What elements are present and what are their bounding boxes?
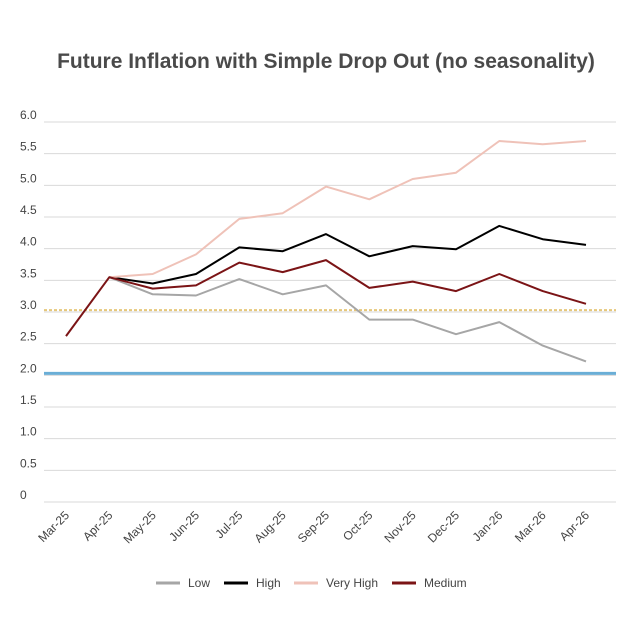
y-tick-label: 2.0 [20,361,37,375]
y-tick-label: 6.0 [20,108,37,122]
y-tick-label: 5.0 [20,171,37,185]
y-tick-label: 2.5 [20,330,37,344]
chart-title: Future Inflation with Simple Drop Out (n… [57,50,595,73]
y-tick-label: 0 [20,488,27,502]
reference-lines [44,309,616,375]
x-tick-label: Nov-25 [382,508,419,545]
grid-layer [44,121,616,503]
series-line-high [109,224,587,285]
x-tick-label: Mar-26 [512,508,549,545]
y-tick-label: 3.0 [20,298,37,312]
x-tick-label: Aug-25 [252,508,289,545]
x-axis-ticks: Mar-25 Apr-25 May-25 Jun-25 Jul-25 Aug-25 Sep-… [35,508,592,546]
y-tick-label: 5.5 [20,140,37,154]
x-tick-label: Apr-26 [557,508,593,544]
x-tick-label: Apr-25 [80,508,116,544]
y-tick-label: 1.5 [20,393,37,407]
legend-label: High [256,576,281,590]
series-line-very-high [109,140,587,279]
x-tick-label: Mar-25 [35,508,72,545]
y-tick-label: 0.5 [20,456,37,470]
series-lines [65,140,587,363]
x-tick-label: Dec-25 [425,508,462,545]
legend-label: Very High [326,576,378,590]
x-tick-label: Jun-25 [166,508,202,544]
x-tick-label: Oct-25 [340,508,376,544]
x-tick-label: Sep-25 [295,508,332,545]
x-tick-label: Jan-26 [470,508,506,544]
legend-label: Low [188,576,210,590]
legend-label: Medium [424,576,467,590]
y-tick-label: 4.0 [20,235,37,249]
y-tick-label: 4.5 [20,203,37,217]
legend: Low High Very High Medium [156,576,467,590]
series-line-low [108,276,587,363]
y-tick-label: 1.0 [20,425,37,439]
y-tick-label: 3.5 [20,266,37,280]
x-tick-label: May-25 [121,508,159,546]
series-line-medium [65,259,587,337]
x-tick-label: Jul-25 [212,508,245,541]
y-axis-ticks: 0 0.5 1.0 1.5 2.0 2.5 3.0 3.5 4.0 4.5 5.0 5.5 6.0 [20,108,37,502]
